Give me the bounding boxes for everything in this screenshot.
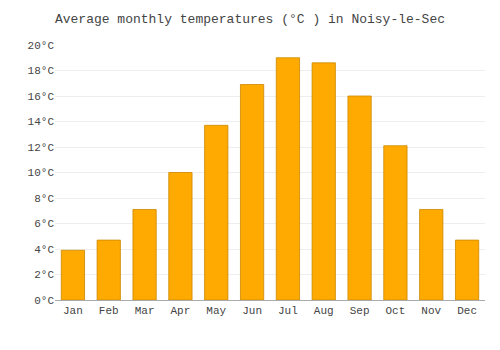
svg-text:Jul: Jul <box>278 305 298 317</box>
svg-text:Mar: Mar <box>135 305 155 317</box>
svg-text:Oct: Oct <box>386 305 406 317</box>
svg-text:16°C: 16°C <box>28 91 55 103</box>
svg-text:Jan: Jan <box>63 305 83 317</box>
svg-text:Feb: Feb <box>99 305 119 317</box>
svg-text:Aug: Aug <box>314 305 334 317</box>
svg-text:10°C: 10°C <box>28 167 55 179</box>
svg-text:Apr: Apr <box>171 305 191 317</box>
svg-text:4°C: 4°C <box>34 244 54 256</box>
svg-text:Average monthly temperatures (: Average monthly temperatures (°C ) in No… <box>55 12 445 27</box>
svg-text:8°C: 8°C <box>34 193 54 205</box>
svg-text:Jun: Jun <box>242 305 262 317</box>
svg-text:14°C: 14°C <box>28 116 55 128</box>
svg-text:Dec: Dec <box>457 305 477 317</box>
svg-text:20°C: 20°C <box>28 40 55 52</box>
svg-text:18°C: 18°C <box>28 65 55 77</box>
svg-text:2°C: 2°C <box>34 269 54 281</box>
svg-text:Nov: Nov <box>421 305 441 317</box>
svg-text:May: May <box>206 305 226 317</box>
svg-text:Sep: Sep <box>350 305 370 317</box>
svg-text:6°C: 6°C <box>34 218 54 230</box>
svg-text:12°C: 12°C <box>28 142 55 154</box>
svg-text:0°C: 0°C <box>34 295 54 307</box>
